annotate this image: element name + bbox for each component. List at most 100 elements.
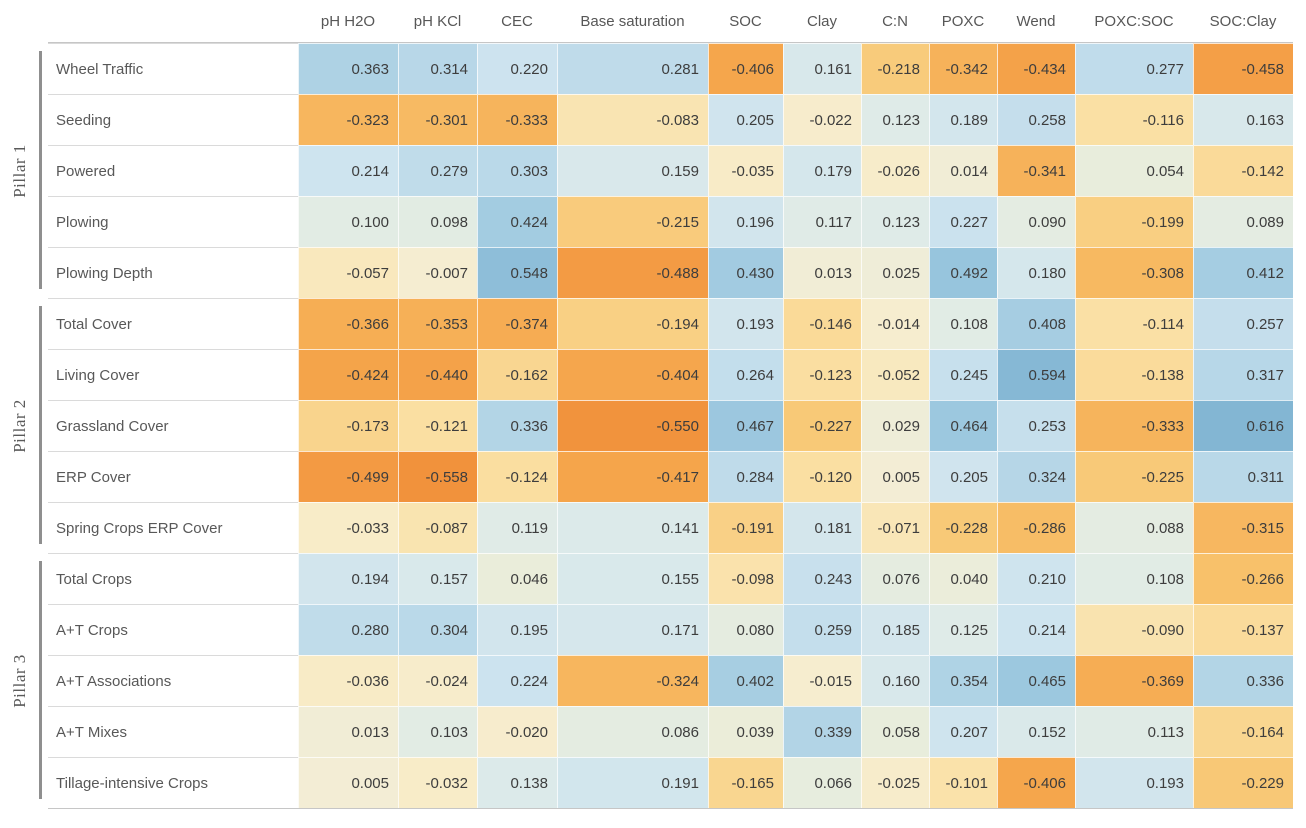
matrix-cell[interactable]: 0.207	[929, 706, 997, 757]
row-label[interactable]: Powered	[48, 145, 298, 196]
matrix-cell[interactable]: 0.040	[929, 553, 997, 604]
matrix-cell[interactable]: -0.035	[708, 145, 783, 196]
matrix-cell[interactable]: -0.098	[708, 553, 783, 604]
pillar-label[interactable]: Pillar 3	[10, 653, 29, 708]
matrix-cell[interactable]: 0.080	[708, 604, 783, 655]
column-header[interactable]: CEC	[501, 12, 533, 30]
matrix-cell[interactable]: -0.121	[398, 400, 477, 451]
matrix-cell[interactable]: -0.374	[477, 298, 557, 349]
matrix-cell[interactable]: 0.076	[861, 553, 929, 604]
matrix-cell[interactable]: 0.402	[708, 655, 783, 706]
matrix-cell[interactable]: 0.195	[477, 604, 557, 655]
matrix-cell[interactable]: 0.108	[929, 298, 997, 349]
matrix-cell[interactable]: -0.458	[1193, 43, 1293, 94]
matrix-cell[interactable]: -0.022	[783, 94, 861, 145]
matrix-cell[interactable]: -0.124	[477, 451, 557, 502]
matrix-cell[interactable]: 0.141	[557, 502, 708, 553]
matrix-cell[interactable]: -0.424	[298, 349, 398, 400]
matrix-cell[interactable]: 0.243	[783, 553, 861, 604]
matrix-cell[interactable]: 0.259	[783, 604, 861, 655]
matrix-cell[interactable]: 0.181	[783, 502, 861, 553]
row-label[interactable]: Tillage-intensive Crops	[48, 757, 298, 808]
matrix-cell[interactable]: 0.180	[997, 247, 1075, 298]
matrix-cell[interactable]: 0.336	[1193, 655, 1293, 706]
matrix-cell[interactable]: -0.406	[997, 757, 1075, 808]
row-label[interactable]: ERP Cover	[48, 451, 298, 502]
matrix-cell[interactable]: -0.101	[929, 757, 997, 808]
matrix-cell[interactable]: -0.225	[1075, 451, 1193, 502]
column-header[interactable]: SOC	[729, 12, 762, 30]
matrix-cell[interactable]: -0.488	[557, 247, 708, 298]
matrix-cell[interactable]: 0.224	[477, 655, 557, 706]
matrix-cell[interactable]: 0.253	[997, 400, 1075, 451]
pillar-label[interactable]: Pillar 2	[10, 398, 29, 453]
matrix-cell[interactable]: -0.120	[783, 451, 861, 502]
matrix-cell[interactable]: 0.548	[477, 247, 557, 298]
matrix-cell[interactable]: 0.089	[1193, 196, 1293, 247]
matrix-cell[interactable]: 0.025	[861, 247, 929, 298]
matrix-cell[interactable]: -0.033	[298, 502, 398, 553]
matrix-cell[interactable]: 0.324	[997, 451, 1075, 502]
matrix-cell[interactable]: -0.440	[398, 349, 477, 400]
matrix-cell[interactable]: 0.191	[557, 757, 708, 808]
matrix-cell[interactable]: -0.315	[1193, 502, 1293, 553]
matrix-cell[interactable]: 0.492	[929, 247, 997, 298]
matrix-cell[interactable]: 0.465	[997, 655, 1075, 706]
row-label[interactable]: A+T Crops	[48, 604, 298, 655]
matrix-cell[interactable]: -0.229	[1193, 757, 1293, 808]
matrix-cell[interactable]: -0.036	[298, 655, 398, 706]
matrix-cell[interactable]: 0.123	[861, 196, 929, 247]
matrix-cell[interactable]: 0.171	[557, 604, 708, 655]
matrix-cell[interactable]: -0.123	[783, 349, 861, 400]
matrix-cell[interactable]: -0.026	[861, 145, 929, 196]
matrix-cell[interactable]: 0.257	[1193, 298, 1293, 349]
matrix-cell[interactable]: -0.404	[557, 349, 708, 400]
matrix-cell[interactable]: 0.354	[929, 655, 997, 706]
matrix-cell[interactable]: -0.052	[861, 349, 929, 400]
matrix-cell[interactable]: 0.258	[997, 94, 1075, 145]
matrix-cell[interactable]: -0.215	[557, 196, 708, 247]
matrix-cell[interactable]: -0.020	[477, 706, 557, 757]
matrix-cell[interactable]: 0.152	[997, 706, 1075, 757]
row-label[interactable]: A+T Mixes	[48, 706, 298, 757]
column-header[interactable]: Base saturation	[580, 12, 685, 30]
row-label[interactable]: Grassland Cover	[48, 400, 298, 451]
matrix-cell[interactable]: 0.160	[861, 655, 929, 706]
matrix-cell[interactable]: 0.220	[477, 43, 557, 94]
column-header[interactable]: SOC:Clay	[1209, 12, 1277, 30]
column-header[interactable]: pH KCl	[413, 12, 462, 30]
matrix-cell[interactable]: -0.173	[298, 400, 398, 451]
matrix-cell[interactable]: -0.025	[861, 757, 929, 808]
matrix-cell[interactable]: 0.100	[298, 196, 398, 247]
matrix-cell[interactable]: -0.228	[929, 502, 997, 553]
matrix-cell[interactable]: -0.550	[557, 400, 708, 451]
matrix-cell[interactable]: -0.369	[1075, 655, 1193, 706]
matrix-cell[interactable]: 0.193	[708, 298, 783, 349]
row-label[interactable]: Living Cover	[48, 349, 298, 400]
matrix-cell[interactable]: 0.103	[398, 706, 477, 757]
matrix-cell[interactable]: -0.090	[1075, 604, 1193, 655]
column-header[interactable]: pH H2O	[320, 12, 376, 30]
column-header[interactable]: Wend	[1016, 12, 1056, 30]
matrix-cell[interactable]: -0.342	[929, 43, 997, 94]
column-header[interactable]: POXC:SOC	[1094, 12, 1174, 30]
matrix-cell[interactable]: 0.090	[997, 196, 1075, 247]
matrix-cell[interactable]: -0.138	[1075, 349, 1193, 400]
matrix-cell[interactable]: 0.245	[929, 349, 997, 400]
row-label[interactable]: Total Crops	[48, 553, 298, 604]
matrix-cell[interactable]: 0.304	[398, 604, 477, 655]
matrix-cell[interactable]: 0.005	[861, 451, 929, 502]
matrix-cell[interactable]: 0.214	[997, 604, 1075, 655]
row-label[interactable]: Seeding	[48, 94, 298, 145]
matrix-cell[interactable]: 0.277	[1075, 43, 1193, 94]
matrix-cell[interactable]: 0.363	[298, 43, 398, 94]
matrix-cell[interactable]: 0.467	[708, 400, 783, 451]
matrix-cell[interactable]: 0.013	[298, 706, 398, 757]
matrix-cell[interactable]: 0.157	[398, 553, 477, 604]
matrix-cell[interactable]: 0.159	[557, 145, 708, 196]
column-header[interactable]: C:N	[882, 12, 908, 30]
matrix-cell[interactable]: 0.013	[783, 247, 861, 298]
matrix-cell[interactable]: 0.119	[477, 502, 557, 553]
matrix-cell[interactable]: 0.058	[861, 706, 929, 757]
matrix-cell[interactable]: 0.189	[929, 94, 997, 145]
